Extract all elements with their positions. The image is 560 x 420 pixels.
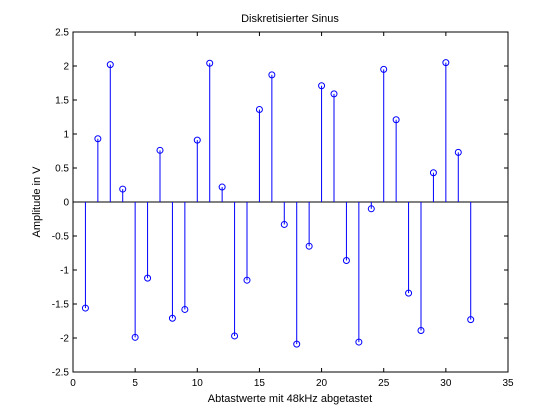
y-tick-label: -2.5 [52, 368, 70, 379]
x-tick-label: 0 [70, 378, 76, 389]
stem-marker [181, 305, 189, 313]
stem-marker [168, 314, 176, 322]
stem-marker [81, 304, 89, 312]
stem-marker [280, 220, 288, 228]
x-tick-label: 35 [502, 378, 514, 389]
x-tick-label: 30 [440, 378, 452, 389]
y-tick-label: 2 [63, 62, 69, 73]
stem-marker [392, 116, 400, 124]
x-tick-label: 25 [378, 378, 390, 389]
y-tick-label: -1.5 [52, 300, 70, 311]
stem-marker [342, 256, 350, 264]
y-tick-label: 2.5 [55, 28, 69, 39]
stem-marker [318, 82, 326, 90]
y-tick-label: -0.5 [52, 232, 70, 243]
y-tick-label: 1.5 [55, 96, 69, 107]
stem-marker [206, 59, 214, 67]
stem-marker [417, 327, 425, 335]
x-axis-label: Abtastwerte mit 48kHz abgetastet [208, 393, 372, 405]
stem-marker [94, 135, 102, 143]
y-tick-label: 0 [63, 198, 69, 209]
stem-marker [131, 333, 139, 341]
stem-marker [119, 185, 127, 193]
stem-marker [218, 183, 226, 191]
stem-marker [268, 71, 276, 79]
stem-marker [243, 276, 251, 284]
stem-marker [429, 169, 437, 177]
stem-marker [454, 148, 462, 156]
x-tick-label: 20 [316, 378, 328, 389]
y-axis-label: Amplitude in V [31, 166, 43, 238]
stem-marker [467, 316, 475, 324]
chart-title: Diskretisierter Sinus [241, 13, 339, 25]
axes-box [72, 31, 509, 373]
y-tick-label: -1 [60, 266, 69, 277]
x-tick-label: 15 [254, 378, 266, 389]
plot-area: 0 5 10 15 20 25 30 35 -2.5 -2 -1.5 -1 -0.5 0 0.5 1 1.5 2 2… [52, 28, 514, 390]
stem-marker [380, 65, 388, 73]
x-tick-label: 10 [192, 378, 204, 389]
stem-marker [255, 106, 263, 114]
stem-marker [305, 242, 313, 250]
stem-marker [156, 146, 164, 154]
stem-marker [293, 340, 301, 348]
stem-marker [330, 90, 338, 98]
stem-marker [355, 338, 363, 346]
stem-marker [231, 332, 239, 340]
stem-marker [405, 289, 413, 297]
x-tick-label: 5 [132, 378, 138, 389]
stem-marker [442, 59, 450, 67]
y-tick-label: 0.5 [55, 164, 69, 175]
stem-marker [367, 205, 375, 213]
y-tick-label: -2 [60, 334, 69, 345]
stem-marker [106, 61, 114, 69]
stem-marker [193, 136, 201, 144]
stem-marker [144, 274, 152, 282]
y-tick-label: 1 [63, 130, 69, 141]
